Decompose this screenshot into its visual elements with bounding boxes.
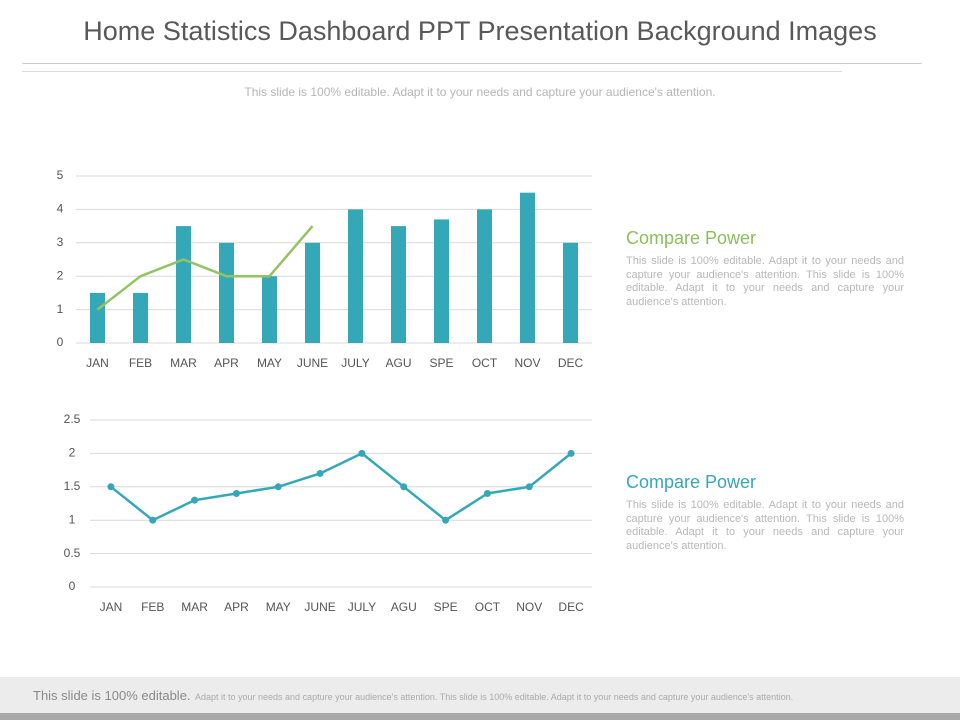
y-tick-label: 1	[69, 512, 76, 526]
x-tick-label: DEC	[558, 600, 584, 614]
x-tick-label: JUNE	[304, 600, 335, 614]
point	[232, 489, 240, 497]
y-tick-label: 4	[57, 202, 64, 216]
bar	[305, 242, 320, 343]
panel-heading: Compare Power	[626, 228, 757, 248]
footer-text: This slide is 100% editable. Adapt it to…	[33, 687, 793, 705]
x-tick-label: MAY	[266, 600, 291, 614]
y-tick-label: 0.5	[64, 546, 81, 560]
bar	[391, 226, 406, 343]
bar	[262, 276, 277, 343]
x-tick-label: NOV	[516, 600, 542, 614]
x-tick-label: AGU	[385, 356, 411, 370]
charts: 0 1 2 3 4 5 JAN FEB MAR APR MAY JUNE JULY AGU SPE OCT NO…	[57, 168, 592, 614]
point	[358, 449, 366, 457]
bar	[434, 219, 449, 343]
point	[483, 489, 491, 497]
bar	[219, 242, 234, 343]
bar	[133, 292, 148, 343]
point	[567, 449, 575, 457]
y-tick-label: 0	[57, 335, 64, 349]
x-tick-label: APR	[214, 356, 239, 370]
x-tick-label: APR	[224, 600, 249, 614]
bar	[348, 209, 363, 343]
y-tick-label: 1	[57, 302, 64, 316]
line	[96, 225, 314, 311]
x-tick-label: FEB	[141, 600, 164, 614]
y-tick-label: 1.5	[64, 479, 81, 493]
subtitle: This slide is 100% editable. Adapt it to…	[244, 85, 716, 99]
point	[442, 516, 450, 524]
footer-strip	[0, 713, 960, 720]
point	[107, 483, 115, 491]
x-tick-label: MAR	[181, 600, 208, 614]
x-tick-label: JUNE	[297, 356, 328, 370]
x-tick-label: SPE	[434, 600, 458, 614]
x-tick-label: OCT	[475, 600, 501, 614]
bar	[520, 192, 535, 343]
bar	[90, 292, 105, 343]
bar	[176, 226, 191, 343]
point	[316, 469, 324, 477]
point	[149, 516, 157, 524]
x-tick-label: DEC	[558, 356, 584, 370]
point	[274, 483, 282, 491]
point	[191, 496, 199, 504]
rule	[22, 71, 842, 72]
x-tick-label: JULY	[348, 600, 376, 614]
bar	[563, 242, 578, 343]
footer	[0, 677, 960, 713]
y-tick-label: 3	[57, 235, 64, 249]
y-tick-label: 2.5	[64, 412, 81, 426]
rule	[22, 63, 922, 64]
panel-text: This slide is 100% editable. Adapt it to…	[626, 255, 904, 308]
point	[525, 483, 533, 491]
x-tick-label: FEB	[129, 356, 152, 370]
point	[400, 483, 408, 491]
x-tick-label: SPE	[429, 356, 453, 370]
x-tick-label: JAN	[100, 600, 123, 614]
x-tick-label: MAR	[170, 356, 197, 370]
y-tick-label: 2	[69, 446, 76, 460]
footer-lead: This slide is 100% editable.	[33, 688, 191, 703]
x-tick-label: JULY	[341, 356, 369, 370]
y-tick-label: 5	[57, 168, 64, 182]
y-tick-label: 0	[69, 579, 76, 593]
panel-text: This slide is 100% editable. Adapt it to…	[626, 499, 904, 552]
x-tick-label: MAY	[257, 356, 282, 370]
panel-heading: Compare Power	[626, 472, 757, 492]
y-tick-label: 2	[57, 268, 64, 282]
x-tick-label: OCT	[472, 356, 498, 370]
footer-body: Adapt it to your needs and capture your …	[194, 692, 794, 702]
x-tick-label: JAN	[86, 356, 109, 370]
bar	[477, 209, 492, 343]
x-tick-label: NOV	[514, 356, 540, 370]
title: Home Statistics Dashboard PPT Presentati…	[83, 16, 877, 46]
line	[110, 451, 572, 522]
x-tick-label: AGU	[391, 600, 417, 614]
